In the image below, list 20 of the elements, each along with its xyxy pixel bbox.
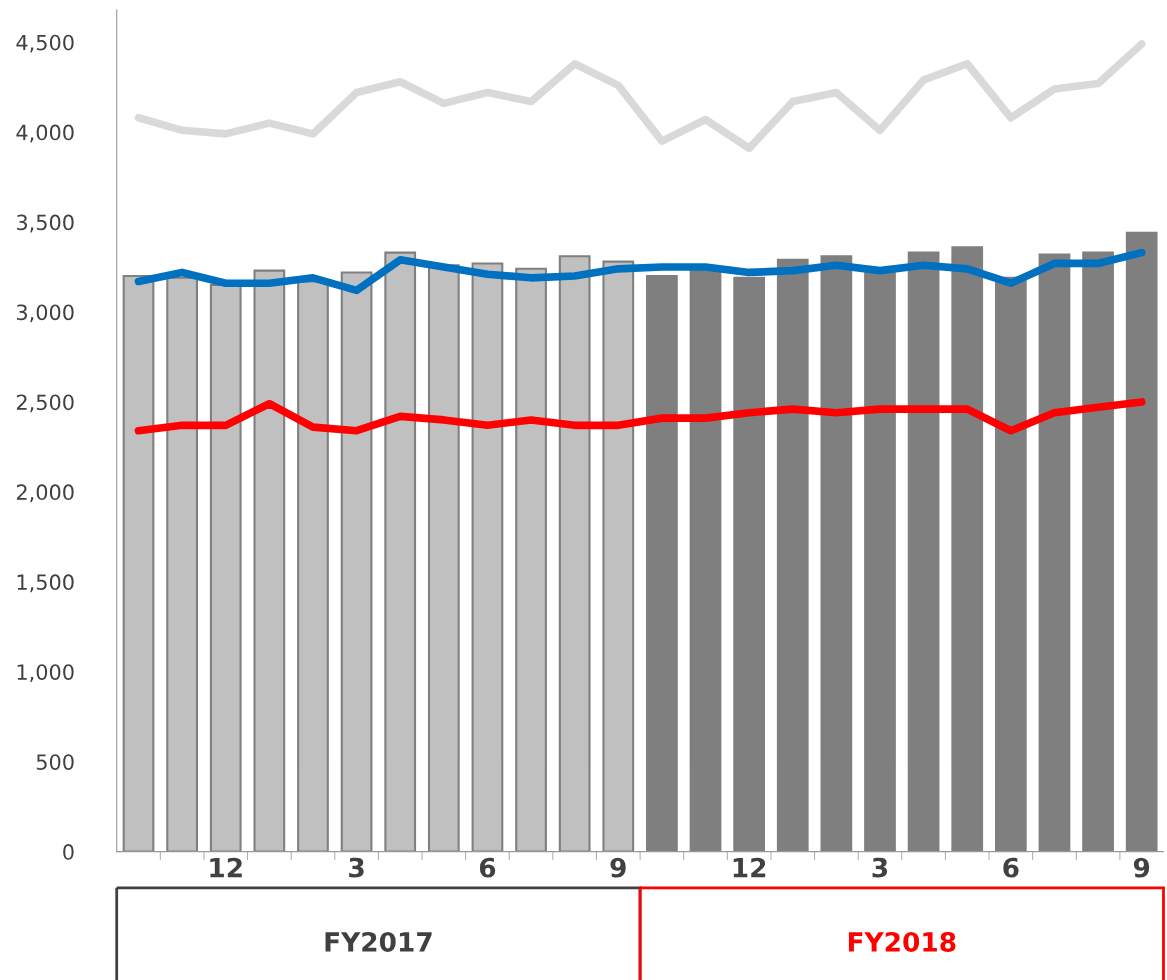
y-tick-label: 1,000 [17,664,74,683]
y-tick-label: 1,500 [17,574,74,593]
text: FY2017 [325,931,432,952]
y-tick-label: 4,500 [16,34,74,53]
x-tick-label: 9 [1133,857,1150,878]
x-tick-label: 6 [479,857,496,878]
y-tick-label: 4,000 [16,124,74,143]
x-tick-label: 3 [872,857,888,878]
x-tick-label: 9 [610,857,626,878]
y-tick-label: 3,500 [16,214,74,233]
text: FY2018 [848,931,956,952]
x-tick-label: 12 [210,857,242,878]
y-tick-label: 0 [63,844,74,860]
x-tick-label: 3 [349,857,364,878]
y-tick-label: 3,000 [16,304,74,323]
x-tick-label: 6 [1003,857,1019,878]
y-tick-label: 2,000 [16,484,74,503]
x-tick-label: 12 [733,857,766,878]
y-tick-label: 2,500 [16,394,74,413]
y-tick-label: 500 [36,754,74,770]
